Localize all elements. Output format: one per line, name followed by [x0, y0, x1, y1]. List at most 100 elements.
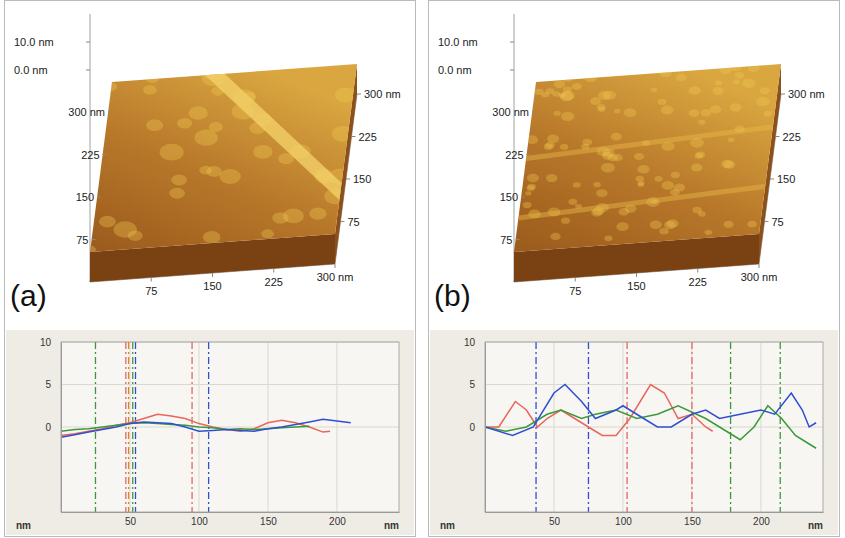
x-axis-title: nm [808, 520, 823, 531]
y-tick [521, 197, 525, 198]
plot-frame [61, 342, 399, 512]
panel: 75150225300 nm7575150150225225300 nm300 … [5, 1, 416, 537]
surface-grain [145, 73, 159, 83]
surface-grain [636, 176, 645, 182]
y-tick [776, 136, 780, 137]
grid-line [61, 384, 399, 385]
cursor-line [132, 342, 133, 512]
plot-area [485, 342, 823, 512]
surface-top [90, 64, 357, 252]
surface-grain [724, 161, 736, 169]
y-tick-label: 75 [348, 216, 360, 228]
z-tick [86, 42, 90, 43]
cursor-line [730, 342, 731, 512]
surface-grain [335, 87, 357, 102]
x-axis: 50100150200 [486, 512, 824, 527]
panel-label: (b) [434, 279, 471, 312]
cursor-line [535, 342, 536, 512]
y-tick [352, 136, 356, 137]
surface-grain [712, 87, 723, 95]
surface-grain [747, 221, 757, 228]
y-tick [341, 221, 345, 222]
y-axis: 0 5 10 [40, 337, 62, 513]
y-axis: 0510 [464, 337, 486, 513]
surface-grain [719, 65, 731, 74]
surface-grain [728, 137, 735, 142]
x-tick [335, 264, 336, 268]
y-tick: 0 [469, 422, 485, 433]
figure: 75150225300 nm7575150150225225300 nm300 … [0, 0, 845, 538]
cursor-line [191, 342, 192, 512]
surface-grain [638, 181, 645, 186]
y-tick [781, 94, 785, 95]
profile-line [61, 419, 351, 437]
surface-grain [272, 212, 289, 224]
x-tick-label: 150 [260, 516, 277, 527]
y-tick-label: 225 [81, 149, 99, 161]
surface-grain [596, 189, 607, 197]
surface-grain [676, 74, 686, 81]
x-tick-label: 200 [753, 516, 770, 527]
surface-grain [206, 166, 222, 177]
z-tick [510, 42, 514, 43]
surface-grain [169, 188, 185, 199]
surface-grain [114, 221, 137, 237]
surface-ridge [205, 74, 342, 200]
x-tick-label: 100 [191, 516, 208, 527]
z-tick-label: 0.0 nm [438, 64, 472, 76]
y-axis-title: nm [16, 520, 31, 531]
surface-top [514, 64, 781, 252]
z-tick-label: 0.0 nm [14, 64, 48, 76]
surface-grain [661, 106, 674, 115]
x-tick [759, 264, 760, 268]
y-tick [357, 94, 361, 95]
z-tick [510, 70, 514, 71]
y-tick [108, 112, 112, 113]
surface-grain [759, 87, 769, 94]
surface-grain [561, 112, 574, 121]
cursor-line [125, 342, 126, 512]
surface-grain [670, 189, 680, 196]
x-tick-label: 150 [627, 280, 645, 292]
surface-grain [105, 82, 117, 90]
y-tick-label: 225 [783, 131, 801, 143]
surface-grain [332, 126, 354, 142]
surface-grain [742, 79, 756, 88]
x-tick: 150 [260, 512, 277, 527]
x-tick-label: 200 [329, 516, 346, 527]
surface-grain [659, 228, 668, 235]
surface-grain [572, 83, 582, 90]
y-tick-label: 10 [40, 337, 52, 348]
surface-grain [637, 165, 649, 174]
y-tick-label: 0 [45, 422, 51, 433]
x-tick: 200 [753, 512, 770, 527]
surface-grain [527, 185, 535, 191]
x-tick: 100 [191, 512, 208, 527]
surface-grain [688, 109, 699, 117]
y-tick-label: 225 [505, 149, 523, 161]
surface-grain [671, 172, 680, 178]
surface-grain [143, 85, 157, 95]
x-tick [151, 278, 152, 282]
surface-grain [553, 111, 560, 116]
y-tick [97, 197, 101, 198]
surface-grain [99, 216, 116, 228]
surface-grain [554, 80, 565, 88]
surface-grain [756, 97, 769, 106]
y-tick: 5 [45, 379, 61, 390]
cursor-line [135, 342, 136, 512]
surface-grain [618, 208, 629, 216]
x-tick: 100 [615, 512, 632, 527]
surface-grain [650, 221, 662, 229]
x-tick [273, 269, 274, 273]
y-tick-label: 5 [45, 379, 51, 390]
surface-grain [261, 229, 274, 238]
y-tick-label: 300 nm [788, 88, 825, 100]
y-tick-label: 75 [76, 234, 88, 246]
surface-grain [698, 120, 705, 125]
surface-grain [735, 72, 745, 79]
y-tick [765, 221, 769, 222]
x-tick: 50 [125, 512, 137, 527]
surface-grain [188, 106, 207, 120]
surface-grain [560, 144, 569, 150]
